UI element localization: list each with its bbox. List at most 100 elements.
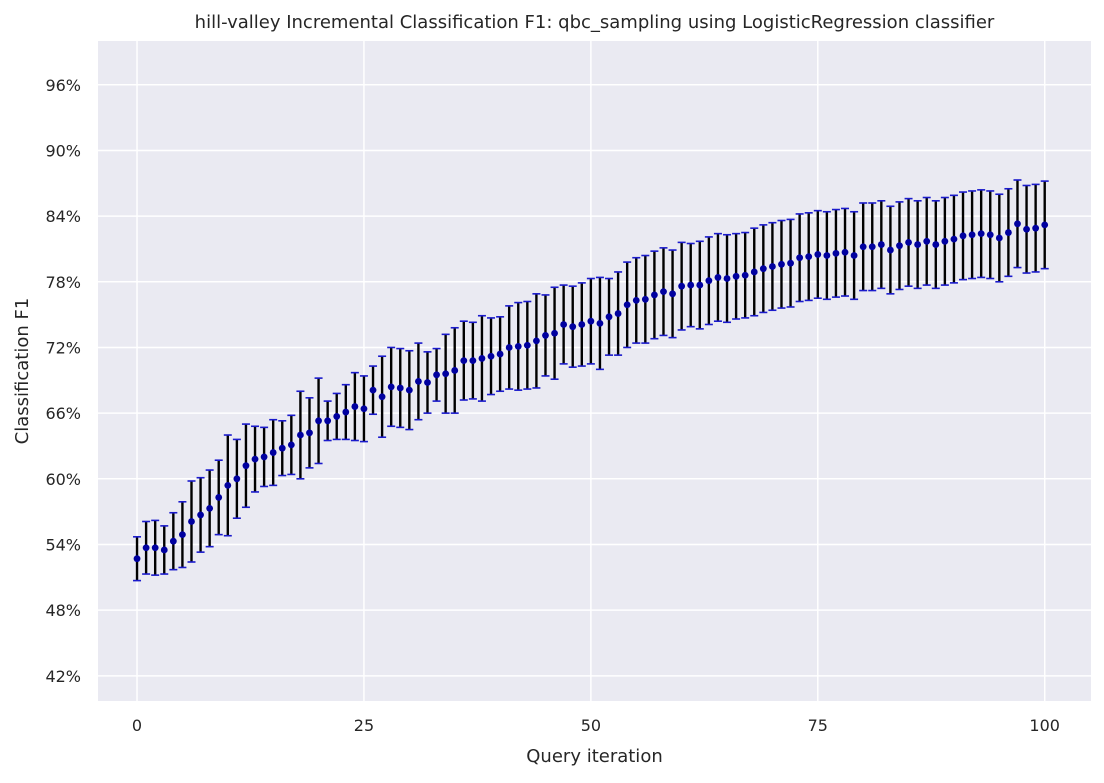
x-tick-label: 50 [581, 716, 601, 735]
data-point [542, 332, 549, 339]
data-point [188, 518, 195, 525]
data-point [887, 246, 894, 254]
data-point [533, 337, 540, 345]
y-tick-label: 66% [45, 404, 81, 423]
data-point [932, 241, 940, 248]
x-tick-label: 0 [132, 716, 142, 735]
data-point [759, 265, 767, 273]
data-point [1032, 224, 1040, 232]
data-point [705, 277, 713, 285]
data-point [968, 231, 976, 239]
data-point [1041, 221, 1049, 229]
data-point [197, 511, 204, 519]
data-point [632, 297, 640, 304]
y-tick-label: 96% [45, 76, 81, 95]
data-point [950, 235, 958, 243]
data-point [278, 444, 286, 452]
data-point [723, 275, 731, 282]
data-point [469, 357, 477, 365]
data-point [496, 350, 504, 358]
data-point [460, 357, 468, 365]
data-point [487, 352, 495, 360]
data-point [905, 238, 912, 246]
data-point [651, 291, 658, 299]
data-point [596, 319, 604, 327]
data-point [551, 329, 558, 337]
data-point [179, 531, 186, 539]
data-point [333, 413, 341, 420]
data-point [287, 441, 295, 449]
data-point [877, 241, 885, 248]
data-point [1023, 225, 1030, 233]
data-point [805, 253, 813, 261]
data-point [605, 313, 613, 321]
data-point [614, 310, 622, 317]
plot-area [98, 41, 1091, 701]
data-point [941, 237, 949, 245]
data-point [1014, 220, 1021, 228]
y-tick-label: 60% [45, 470, 81, 489]
data-point [623, 301, 631, 309]
data-point [796, 254, 804, 262]
data-point [151, 544, 159, 552]
data-point [315, 417, 322, 425]
x-tick-label: 25 [354, 716, 374, 735]
data-point [578, 321, 586, 328]
x-axis-label: Query iteration [526, 746, 662, 767]
data-point [868, 243, 876, 251]
data-point [678, 282, 686, 290]
data-point [478, 355, 486, 362]
data-point [251, 455, 259, 463]
data-point [415, 377, 422, 385]
data-point [523, 341, 531, 349]
data-point [233, 475, 241, 483]
x-tick-label: 100 [1029, 716, 1060, 735]
data-point [977, 230, 985, 238]
data-point [769, 263, 776, 270]
data-point [206, 504, 214, 512]
data-point [986, 231, 994, 239]
y-tick-label: 54% [45, 535, 81, 554]
data-point [714, 274, 722, 281]
data-point [841, 248, 849, 256]
data-point [405, 386, 413, 394]
data-point [750, 268, 758, 276]
data-point [560, 321, 568, 328]
y-tick-label: 72% [45, 338, 81, 357]
data-point [923, 237, 931, 245]
data-point [433, 371, 440, 379]
y-axis-label: Classification F1 [12, 298, 33, 445]
data-points [133, 220, 1049, 563]
data-point [396, 384, 404, 392]
data-point [306, 429, 313, 437]
data-point [260, 453, 268, 461]
data-point [342, 408, 350, 416]
data-point [378, 393, 386, 401]
data-point [215, 494, 223, 501]
data-point [832, 249, 840, 257]
data-point [660, 288, 667, 296]
data-point [269, 449, 277, 456]
data-point [787, 259, 794, 267]
data-point [587, 317, 595, 325]
data-point [778, 260, 785, 268]
grid-lines [98, 41, 1091, 701]
data-point [387, 383, 395, 391]
data-point [696, 281, 704, 289]
data-point [514, 342, 522, 350]
data-point [242, 462, 250, 470]
data-point [424, 379, 431, 386]
data-point [859, 243, 867, 251]
data-point [995, 234, 1003, 242]
data-point [224, 481, 232, 489]
data-point [451, 367, 459, 374]
data-point [914, 241, 922, 248]
y-tick-label: 90% [45, 141, 81, 160]
data-point [732, 272, 740, 280]
data-point [814, 251, 822, 258]
y-tick-label: 84% [45, 207, 81, 226]
data-point [505, 344, 513, 351]
y-tick-label: 48% [45, 601, 81, 620]
